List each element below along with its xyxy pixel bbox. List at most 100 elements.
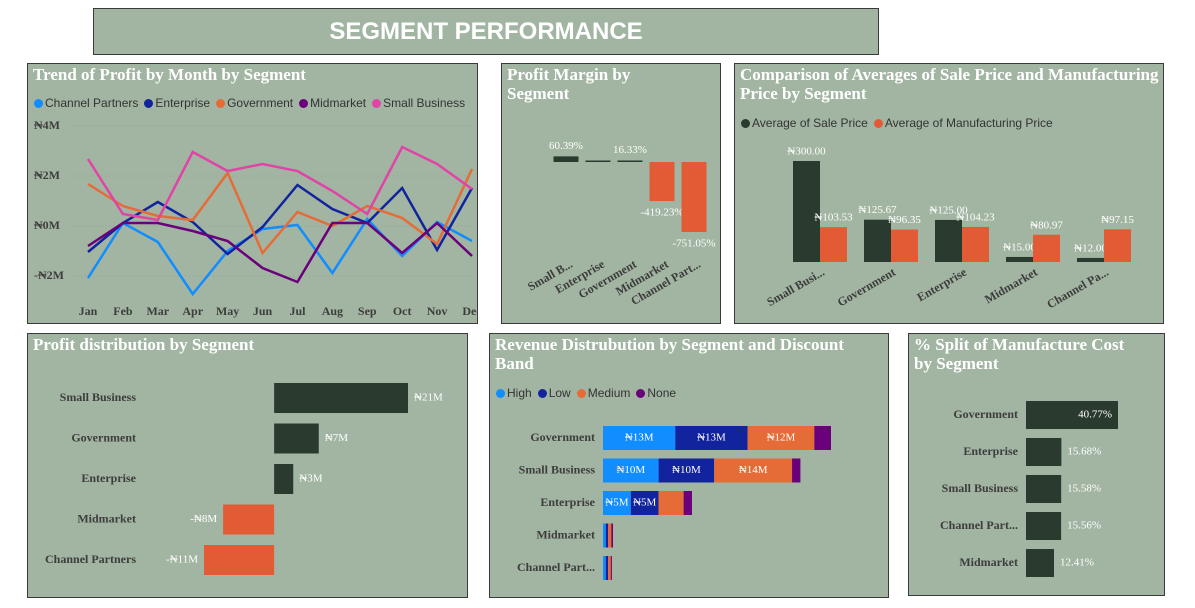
legend-label: Enterprise (155, 96, 211, 110)
data-label: ₦14M (739, 464, 768, 476)
bar (223, 504, 275, 535)
legend-swatch (537, 389, 547, 398)
data-label: 12.41% (1060, 557, 1094, 569)
data-label: ₦10M (616, 464, 645, 476)
legend: Channel Partners Enterprise Government Midm… (34, 96, 465, 110)
x-tick-label: Government (835, 265, 898, 309)
bar (274, 423, 319, 454)
y-tick-label: Enterprise (540, 495, 595, 509)
data-label: ₦7M (325, 432, 348, 444)
y-tick-label: Midmarket (77, 511, 136, 525)
data-label: ₦96.35 (888, 214, 921, 226)
legend-item: Average of Sale Price (741, 116, 868, 130)
chart-title: Comparison of Averages of Sale Price and… (740, 65, 1159, 103)
legend-item: Average of Manufacturing Price (873, 116, 1053, 130)
data-label: ₦104.23 (956, 211, 995, 223)
data-label: 40.77% (1078, 409, 1112, 421)
chart-panel: Government ₦13M ₦13M ₦12M Small Business ₦10M… (489, 333, 889, 598)
y-tick-label: Small Business (60, 390, 137, 404)
y-tick-label: -₦2M (34, 268, 64, 282)
line-series (86, 145, 473, 222)
legend-label: Government (227, 96, 294, 110)
y-tick-label: Government (530, 430, 595, 444)
legend-item: Small Business (372, 96, 465, 110)
chart: ₦4M ₦2M ₦0M -₦2M Jan Feb Mar Apr May Jun Jul Aug Sep… (34, 118, 477, 318)
legend-swatch (576, 389, 586, 398)
bar-segment (714, 458, 793, 483)
y-tick-label: Enterprise (963, 444, 1018, 458)
bar-segment (603, 458, 659, 483)
chart-panel: Small Business ₦21M Government ₦7M Enterpris… (27, 333, 468, 598)
bar-segment (683, 491, 692, 515)
chart-title: % Split of Manufacture Cost by Segment (914, 335, 1125, 373)
x-tick-label: Jan (79, 304, 98, 318)
bar-segment (611, 523, 614, 548)
x-tick-label: Enterprise (915, 265, 970, 305)
legend-label: Midmarket (310, 96, 367, 110)
line-series (87, 168, 474, 256)
data-label: 16.33% (613, 144, 647, 156)
bar (274, 464, 294, 494)
legend-swatch (299, 99, 309, 108)
data-label: ₦125.67 (858, 204, 897, 216)
legend-swatch (34, 99, 43, 108)
bar (1026, 475, 1062, 503)
bar (585, 160, 611, 162)
data-label: -₦11M (166, 554, 198, 566)
bar (1026, 401, 1118, 429)
data-label: ₦80.97 (1030, 219, 1063, 231)
legend-swatch (372, 99, 382, 108)
legend-label: Medium (587, 386, 631, 400)
bar (1026, 512, 1062, 540)
x-tick-label: Oct (393, 304, 412, 318)
bar (793, 161, 820, 262)
data-label: ₦97.15 (1101, 214, 1134, 226)
bar-segment (610, 556, 612, 580)
y-tick-label: ₦4M (34, 118, 60, 132)
legend-label: Small Business (383, 96, 466, 110)
bar-segment (747, 426, 815, 450)
y-tick-label: ₦2M (34, 168, 60, 182)
data-label: ₦300.00 (787, 146, 826, 158)
chart-panel: ₦4M ₦2M ₦0M -₦2M Jan Feb Mar Apr May Jun Jul Aug Sep… (27, 63, 478, 324)
data-label: ₦103.53 (814, 212, 853, 224)
bar (617, 160, 643, 162)
y-tick-label: Enterprise (81, 471, 136, 485)
data-label: ₦5M (633, 497, 656, 509)
legend-swatch (741, 119, 750, 128)
chart-title: Profit Margin by Segment (507, 65, 631, 103)
bar (1077, 257, 1104, 262)
bar (820, 227, 847, 262)
y-tick-label: Government (953, 407, 1018, 421)
bar-segment (658, 491, 684, 515)
y-tick-label: ₦0M (34, 218, 60, 232)
data-label: ₦13M (697, 432, 726, 444)
legend-swatch (496, 389, 505, 398)
bar-segment (675, 426, 748, 450)
legend-label: High (507, 386, 532, 400)
bar (553, 156, 579, 162)
x-tick-label: Channel Pa... (1044, 265, 1110, 311)
bar-segment (603, 426, 676, 450)
x-tick-label: Nov (427, 304, 448, 318)
y-tick-label: Government (71, 430, 136, 444)
data-label: -751.05% (672, 238, 715, 250)
line-series (87, 183, 474, 256)
legend-swatch (636, 389, 646, 398)
chart: 60.39%Small B...Enterprise16.33%Governme… (525, 140, 715, 308)
chart: Government 40.77% Enterprise 15.68% Small Bu… (940, 401, 1118, 577)
legend-swatch (144, 99, 154, 108)
data-label: ₦3M (299, 473, 322, 485)
y-tick-label: Small Business (942, 481, 1019, 495)
bar (204, 545, 275, 575)
legend-item: Low (537, 386, 571, 400)
bar (864, 219, 891, 262)
data-label: 15.68% (1067, 446, 1101, 458)
line-series (86, 216, 473, 297)
bar-segment (603, 523, 606, 548)
bar-segment (608, 556, 611, 580)
bar-segment (792, 458, 801, 483)
x-tick-label: Apr (182, 304, 203, 318)
bar (1026, 549, 1055, 577)
